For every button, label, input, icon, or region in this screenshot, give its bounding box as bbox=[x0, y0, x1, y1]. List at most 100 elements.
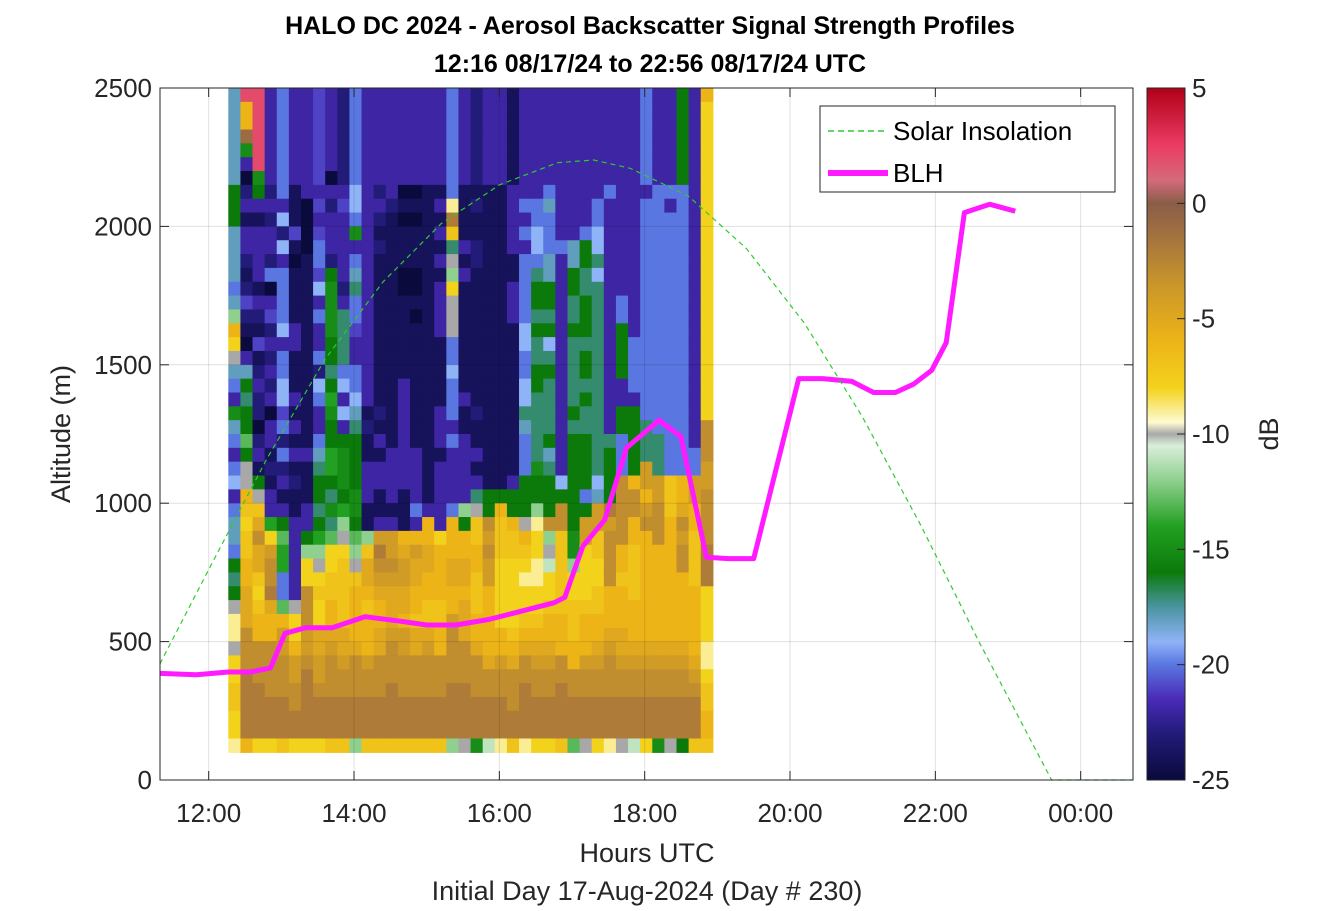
heatmap-cell bbox=[434, 350, 447, 366]
heatmap-cell bbox=[337, 738, 351, 753]
heatmap-cell bbox=[385, 572, 399, 587]
x-axis-label: Hours UTC bbox=[579, 838, 714, 868]
heatmap-cell bbox=[313, 627, 326, 643]
heatmap-cell bbox=[652, 558, 665, 573]
heatmap-cell bbox=[458, 586, 472, 601]
heatmap-cell bbox=[652, 475, 665, 490]
heatmap-cell bbox=[276, 157, 290, 172]
heatmap-cell bbox=[555, 323, 569, 338]
heatmap-cell bbox=[700, 323, 714, 338]
heatmap-cell bbox=[615, 254, 629, 269]
heatmap-cell bbox=[494, 627, 508, 643]
heatmap-cell bbox=[276, 613, 290, 629]
heatmap-cell bbox=[373, 447, 387, 463]
heatmap-cell bbox=[458, 254, 472, 269]
heatmap-cell bbox=[506, 295, 520, 311]
heatmap-cell bbox=[519, 461, 532, 477]
heatmap-cell bbox=[482, 669, 496, 684]
heatmap-cell bbox=[494, 544, 508, 560]
heatmap-cell bbox=[628, 683, 641, 698]
heatmap-cell bbox=[543, 434, 556, 449]
heatmap-cell bbox=[579, 240, 593, 255]
heatmap-cell bbox=[446, 558, 460, 573]
heatmap-cell bbox=[325, 101, 338, 117]
heatmap-cell bbox=[688, 600, 702, 615]
heatmap-cell bbox=[591, 683, 605, 698]
heatmap-cell bbox=[628, 489, 641, 504]
heatmap-cell bbox=[434, 378, 447, 394]
heatmap-cell bbox=[676, 226, 690, 241]
heatmap-cell bbox=[664, 613, 678, 629]
heatmap-cell bbox=[603, 129, 617, 144]
heatmap-cell bbox=[252, 503, 266, 518]
heatmap-cell bbox=[567, 226, 581, 241]
heatmap-cell bbox=[410, 267, 423, 283]
heatmap-cell bbox=[361, 88, 375, 103]
heatmap-cell bbox=[603, 309, 617, 324]
heatmap-cell bbox=[688, 129, 702, 144]
heatmap-cell bbox=[664, 572, 678, 587]
heatmap-cell bbox=[337, 350, 351, 366]
heatmap-cell bbox=[240, 641, 254, 657]
heatmap-cell bbox=[397, 171, 411, 186]
heatmap-cell bbox=[397, 143, 411, 158]
heatmap-cell bbox=[397, 88, 411, 103]
heatmap-cell bbox=[264, 267, 278, 283]
heatmap-cell bbox=[543, 683, 556, 698]
heatmap-cell bbox=[264, 641, 278, 657]
heatmap-cell bbox=[519, 350, 532, 366]
heatmap-cell bbox=[300, 613, 314, 629]
heatmap-cell bbox=[603, 364, 617, 380]
heatmap-cell bbox=[228, 544, 242, 560]
heatmap-cell bbox=[519, 724, 532, 740]
heatmap-cell bbox=[591, 184, 605, 200]
heatmap-cell bbox=[349, 489, 363, 504]
heatmap-cell bbox=[264, 600, 278, 615]
heatmap-cell bbox=[458, 669, 472, 684]
heatmap-cell bbox=[470, 267, 484, 283]
heatmap-cell bbox=[288, 378, 302, 394]
heatmap-cell bbox=[506, 406, 520, 421]
heatmap-cell bbox=[531, 558, 544, 573]
heatmap-cell bbox=[591, 544, 605, 560]
heatmap-cell bbox=[676, 392, 690, 407]
heatmap-cell bbox=[688, 683, 702, 698]
heatmap-cell bbox=[567, 254, 581, 269]
heatmap-cell bbox=[603, 392, 617, 407]
heatmap-cell bbox=[422, 572, 435, 587]
heatmap-cell bbox=[349, 655, 363, 670]
heatmap-cell bbox=[361, 669, 375, 684]
heatmap-cell bbox=[276, 115, 290, 131]
heatmap-cell bbox=[628, 350, 641, 366]
heatmap-cell bbox=[264, 212, 278, 227]
heatmap-cell bbox=[228, 710, 242, 726]
heatmap-cell bbox=[325, 669, 338, 684]
heatmap-cell bbox=[603, 198, 617, 214]
heatmap-cell bbox=[688, 669, 702, 684]
heatmap-cell bbox=[337, 364, 351, 380]
heatmap-cell bbox=[628, 503, 641, 518]
heatmap-cell bbox=[688, 655, 702, 670]
heatmap-cell bbox=[313, 143, 326, 158]
heatmap-cell bbox=[361, 696, 375, 712]
heatmap-cell bbox=[494, 198, 508, 214]
heatmap-cell bbox=[252, 184, 266, 200]
heatmap-cell bbox=[228, 600, 242, 615]
heatmap-cell bbox=[276, 295, 290, 311]
heatmap-cell bbox=[410, 198, 423, 214]
heatmap-cell bbox=[688, 101, 702, 117]
heatmap-cell bbox=[652, 226, 665, 241]
heatmap-cell bbox=[397, 586, 411, 601]
heatmap-cell bbox=[434, 198, 447, 214]
heatmap-cell bbox=[313, 226, 326, 241]
heatmap-cell bbox=[252, 613, 266, 629]
heatmap-cell bbox=[482, 226, 496, 241]
heatmap-cell bbox=[276, 267, 290, 283]
heatmap-cell bbox=[700, 129, 714, 144]
heatmap-cell bbox=[615, 323, 629, 338]
heatmap-cell bbox=[519, 281, 532, 297]
heatmap-cell bbox=[506, 724, 520, 740]
heatmap-cell bbox=[300, 212, 314, 227]
heatmap-cell bbox=[240, 683, 254, 698]
heatmap-cell bbox=[567, 309, 581, 324]
